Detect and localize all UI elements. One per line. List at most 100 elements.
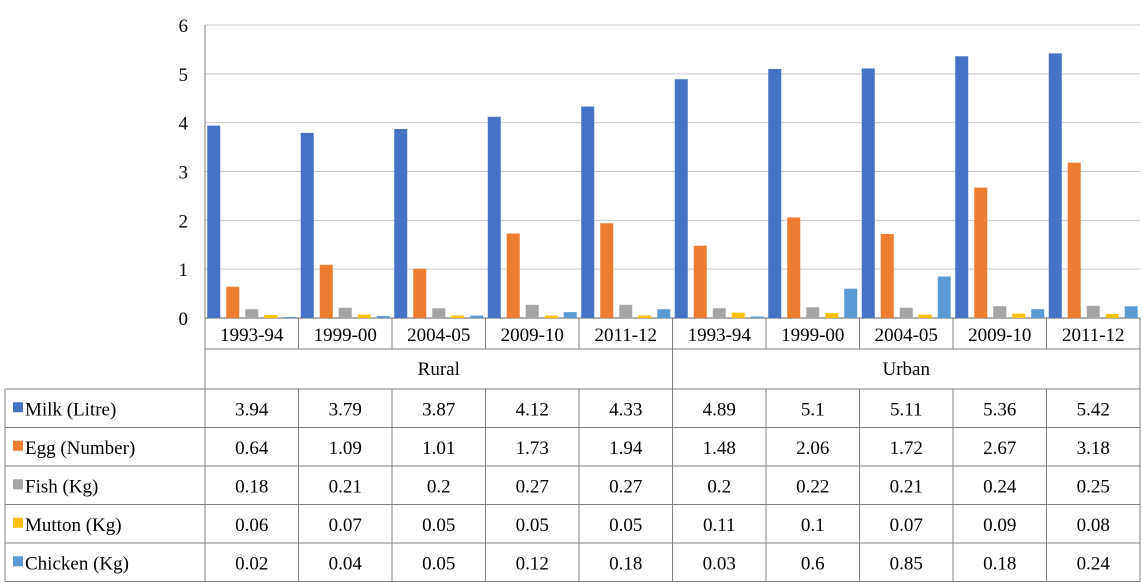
bar	[264, 315, 278, 318]
table-value: 0.24	[1077, 553, 1111, 574]
table-value: 0.05	[422, 553, 455, 574]
group-label: Rural	[418, 359, 460, 380]
bar	[451, 315, 465, 318]
table-value: 0.07	[329, 515, 362, 536]
table-value: 2.67	[983, 438, 1016, 459]
legend-label: Chicken (Kg)	[25, 553, 129, 574]
bar	[825, 313, 839, 318]
table-value: 3.87	[422, 399, 455, 420]
table-value: 3.79	[329, 399, 362, 420]
bar	[1048, 53, 1062, 318]
x-tick-label: 2009-10	[501, 325, 564, 346]
table-value: 3.18	[1077, 438, 1110, 459]
bar	[638, 315, 652, 318]
table-value: 0.02	[235, 553, 268, 574]
bar	[357, 314, 371, 318]
table-value: 0.85	[890, 553, 923, 574]
x-tick-label: 1999-00	[781, 325, 844, 346]
bar	[993, 306, 1007, 318]
group-label: Urban	[883, 359, 931, 380]
y-tick-label: 0	[179, 309, 189, 330]
table-value: 0.06	[235, 515, 268, 536]
table-value: 1.72	[890, 438, 923, 459]
table-value: 0.05	[516, 515, 549, 536]
legend-label: Mutton (Kg)	[25, 515, 122, 536]
legend-key	[13, 479, 23, 490]
table-value: 1.09	[329, 438, 362, 459]
bar	[768, 68, 782, 318]
table-value: 0.1	[801, 515, 825, 536]
bar	[1031, 309, 1045, 318]
y-tick-label: 4	[179, 114, 189, 135]
bar	[207, 125, 221, 318]
legend-key	[13, 402, 23, 413]
x-tick-label: 1993-94	[220, 325, 284, 346]
y-tick-label: 2	[179, 211, 189, 232]
bar	[806, 307, 820, 318]
table-value: 0.22	[796, 476, 829, 497]
bar	[413, 268, 427, 318]
bar	[600, 223, 614, 318]
bar	[470, 315, 484, 318]
table-value: 0.07	[890, 515, 923, 536]
bar	[1105, 314, 1119, 318]
table-value: 0.18	[235, 476, 268, 497]
bar	[525, 304, 539, 318]
bar	[338, 307, 352, 318]
bar	[432, 308, 446, 318]
y-tick-label: 5	[179, 65, 189, 86]
bar	[693, 245, 707, 318]
legend-key	[13, 440, 23, 451]
bar	[918, 314, 932, 318]
bar	[300, 132, 314, 318]
bar	[394, 129, 408, 318]
bar	[283, 317, 297, 318]
table-value: 0.2	[707, 476, 731, 497]
y-tick-label: 6	[179, 16, 189, 37]
bar	[731, 312, 745, 318]
table-value: 0.18	[983, 553, 1016, 574]
table-value: 4.12	[516, 399, 549, 420]
bar	[506, 233, 520, 318]
table-value: 4.33	[609, 399, 642, 420]
table-value: 0.03	[703, 553, 736, 574]
table-value: 1.94	[609, 438, 643, 459]
x-tick-label: 2009-10	[968, 325, 1031, 346]
bar	[787, 217, 801, 318]
bar	[1067, 162, 1081, 318]
legend-key	[13, 517, 23, 528]
table-value: 0.25	[1077, 476, 1110, 497]
bar	[581, 106, 595, 318]
bar	[937, 276, 951, 318]
bar	[712, 308, 726, 318]
bar	[861, 68, 875, 318]
table-value: 2.06	[796, 438, 829, 459]
legend-label: Egg (Number)	[25, 438, 135, 459]
table-value: 0.21	[890, 476, 923, 497]
bar	[319, 264, 333, 318]
bar	[544, 315, 558, 318]
bar	[376, 316, 390, 318]
bar	[750, 316, 764, 318]
bar	[974, 187, 988, 318]
table-value: 0.09	[983, 515, 1016, 536]
x-tick-label: 2011-12	[594, 325, 657, 346]
bar	[1086, 305, 1100, 318]
x-tick-label: 1993-94	[688, 325, 752, 346]
table-value: 1.48	[703, 438, 736, 459]
table-value: 4.89	[703, 399, 736, 420]
legend-key	[13, 556, 23, 567]
table-value: 0.24	[983, 476, 1017, 497]
table-value: 1.01	[422, 438, 455, 459]
legend-label: Fish (Kg)	[25, 476, 98, 497]
bar	[844, 288, 858, 318]
y-tick-label: 3	[179, 163, 189, 184]
table-value: 5.36	[983, 399, 1016, 420]
bar	[619, 304, 633, 318]
bar	[1124, 306, 1138, 318]
table-value: 0.12	[516, 553, 549, 574]
table-value: 0.6	[801, 553, 825, 574]
bar	[899, 307, 913, 318]
table-value: 0.05	[422, 515, 455, 536]
table-value: 0.08	[1077, 515, 1110, 536]
